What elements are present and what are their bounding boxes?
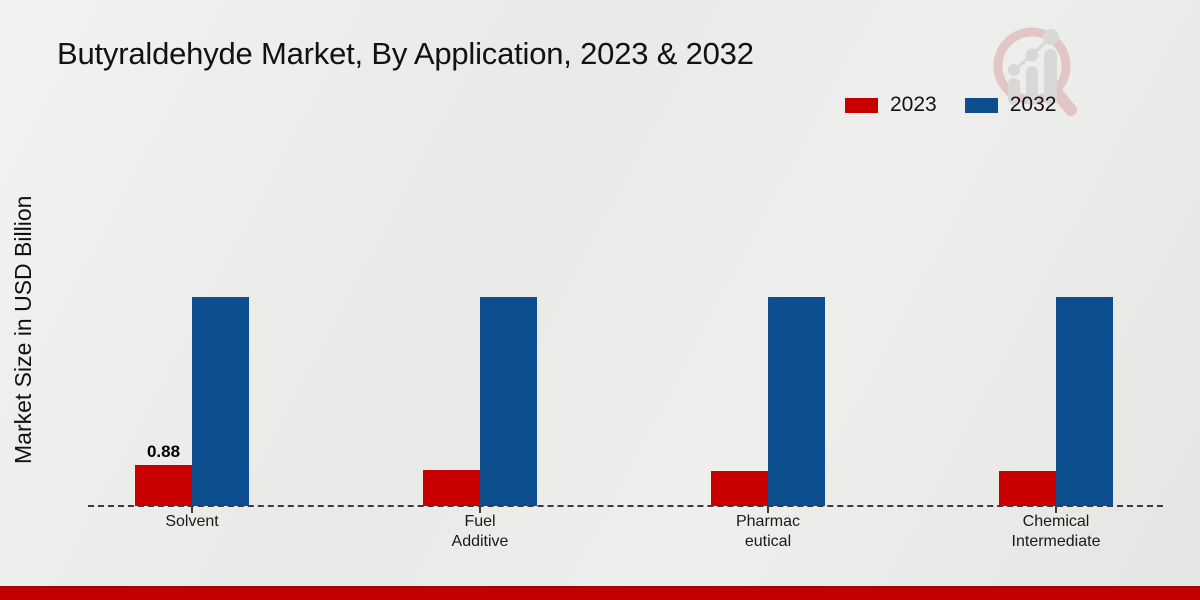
- x-axis-baseline: [88, 505, 1163, 507]
- value-label-2023: 0.88: [146, 442, 181, 461]
- bar-2032-chemical-intermediate: [1056, 297, 1113, 506]
- category-label-chemical-intermediate: Chemical Intermediate: [1011, 513, 1101, 550]
- legend: 2023 2032: [845, 93, 1056, 117]
- bar-2023-fuel-additive: [423, 470, 480, 506]
- x-axis-tick: [479, 506, 481, 513]
- x-axis-tick: [767, 506, 769, 513]
- chart-title: Butyraldehyde Market, By Application, 20…: [57, 36, 754, 71]
- category-label-solvent: Solvent: [165, 513, 219, 530]
- legend-label-2032: 2032: [1009, 93, 1057, 116]
- bar-2032-solvent: [192, 297, 249, 506]
- category-label-pharmaceutical: Pharmac eutical: [735, 513, 801, 550]
- legend-swatch-2032: [964, 97, 998, 113]
- legend-item-2023: 2023: [845, 93, 937, 117]
- legend-item-2032: 2032: [964, 93, 1057, 117]
- bar-2023-chemical-intermediate: [999, 471, 1056, 506]
- y-axis-label: Market Size in USD Billion: [10, 195, 36, 465]
- footer-accent-bar: [0, 586, 1200, 600]
- bar-2032-pharmaceutical: [768, 297, 825, 506]
- bar-2023-pharmaceutical: [711, 471, 768, 506]
- x-axis-tick: [191, 506, 193, 513]
- category-label-fuel-additive: Fuel Additive: [451, 513, 509, 550]
- bar-2023-solvent: [135, 465, 192, 506]
- legend-swatch-2023: [845, 97, 878, 113]
- bar-2032-fuel-additive: [480, 297, 537, 506]
- legend-label-2023: 2023: [890, 93, 937, 116]
- x-axis-tick: [1055, 506, 1057, 513]
- magnifier-growth-chart-logo: [993, 27, 1077, 116]
